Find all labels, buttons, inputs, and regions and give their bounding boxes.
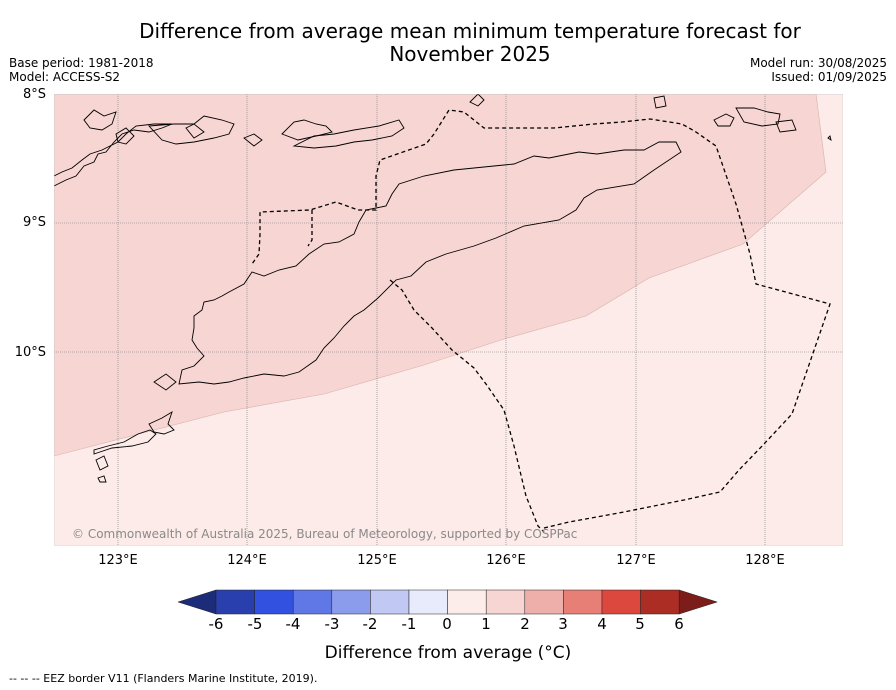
flores-coast xyxy=(54,123,173,187)
title-line-1: Difference from average mean minimum tem… xyxy=(139,19,801,43)
small-island-g xyxy=(713,113,735,127)
meta-left: Base period: 1981-2018 Model: ACCESS-S2 xyxy=(9,56,154,84)
colorbar-bin xyxy=(292,589,333,615)
lat-label-10s: 10°S xyxy=(14,345,46,360)
small-island-j xyxy=(95,455,109,471)
small-island-c xyxy=(185,123,205,139)
small-island-f xyxy=(653,95,667,109)
small-island-e xyxy=(469,94,485,107)
alor-island xyxy=(148,115,235,145)
colorbar-tick: -2 xyxy=(362,615,378,633)
lat-label-9s: 9°S xyxy=(22,215,46,230)
lon-label-124e: 124°E xyxy=(227,553,267,568)
colorbar-tick: 5 xyxy=(635,615,645,633)
colorbar-label: Difference from average (°C) xyxy=(324,643,572,663)
small-island-l xyxy=(827,135,832,142)
lon-label-128e: 128°E xyxy=(745,553,785,568)
issued-date: Issued: 01/09/2025 xyxy=(771,70,887,84)
small-island-h xyxy=(775,119,797,133)
eez-border xyxy=(251,109,831,533)
colorbar-tick: 2 xyxy=(520,615,530,633)
small-island-i xyxy=(153,373,177,391)
colorbar-tick: -6 xyxy=(208,615,224,633)
colorbar-bin xyxy=(447,589,487,615)
eez-footnote: -- -- -- EEZ border V11 (Flanders Marine… xyxy=(9,672,318,685)
lon-label-125e: 125°E xyxy=(357,553,397,568)
lon-label-126e: 126°E xyxy=(486,553,526,568)
colorbar-tick: -3 xyxy=(324,615,340,633)
colorbar-tick: 0 xyxy=(442,615,452,633)
coastlines xyxy=(54,94,832,483)
map-title: Difference from average mean minimum tem… xyxy=(0,20,896,66)
model-run: Model run: 30/08/2025 xyxy=(749,56,887,70)
wetar-island-west xyxy=(281,119,333,141)
meta-right: Model run: 30/08/2025 Issued: 01/09/2025 xyxy=(750,56,887,84)
small-island-b xyxy=(115,127,135,145)
colorbar-tick: -4 xyxy=(285,615,301,633)
colorbar-extend-high xyxy=(678,589,719,615)
copyright-notice: © Commonwealth of Australia 2025, Bureau… xyxy=(72,527,578,541)
small-island-a xyxy=(83,109,117,131)
colorbar-tick: -1 xyxy=(401,615,417,633)
colorbar-tick: 4 xyxy=(597,615,607,633)
base-period: Base period: 1981-2018 xyxy=(9,56,154,70)
colorbar-bin xyxy=(331,589,371,615)
small-island-k xyxy=(97,475,107,483)
wetar-island xyxy=(292,119,405,149)
model-name: Model: ACCESS-S2 xyxy=(9,70,121,84)
colorbar-bin xyxy=(601,589,641,615)
roti-island xyxy=(148,410,175,435)
babar-island xyxy=(735,107,781,127)
lat-label-8s: 8°S xyxy=(22,87,46,102)
colorbar-extend-low xyxy=(178,589,217,615)
lon-label-127e: 127°E xyxy=(616,553,656,568)
timor-island-outline xyxy=(178,141,682,385)
colorbar-tick: 3 xyxy=(558,615,568,633)
colorbar-bin xyxy=(408,589,448,615)
colorbar-tick: -5 xyxy=(247,615,263,633)
savu-coast xyxy=(93,429,157,455)
colorbar-bin xyxy=(524,589,564,615)
small-island-d xyxy=(243,133,263,147)
colorbar-bin xyxy=(640,589,680,615)
colorbar-bin xyxy=(563,589,603,615)
lon-label-123e: 123°E xyxy=(98,553,138,568)
colorbar-bin xyxy=(370,589,410,615)
graticule xyxy=(54,94,843,546)
title-line-2: November 2025 xyxy=(389,42,551,66)
colorbar-tick: 1 xyxy=(481,615,491,633)
colorbar xyxy=(178,589,719,615)
colorbar-bin xyxy=(485,589,526,615)
colorbar-bin xyxy=(254,589,294,615)
colorbar-segments xyxy=(178,589,719,615)
map-panel xyxy=(54,94,843,546)
colorbar-tick: 6 xyxy=(674,615,684,633)
colorbar-bin xyxy=(215,589,255,615)
